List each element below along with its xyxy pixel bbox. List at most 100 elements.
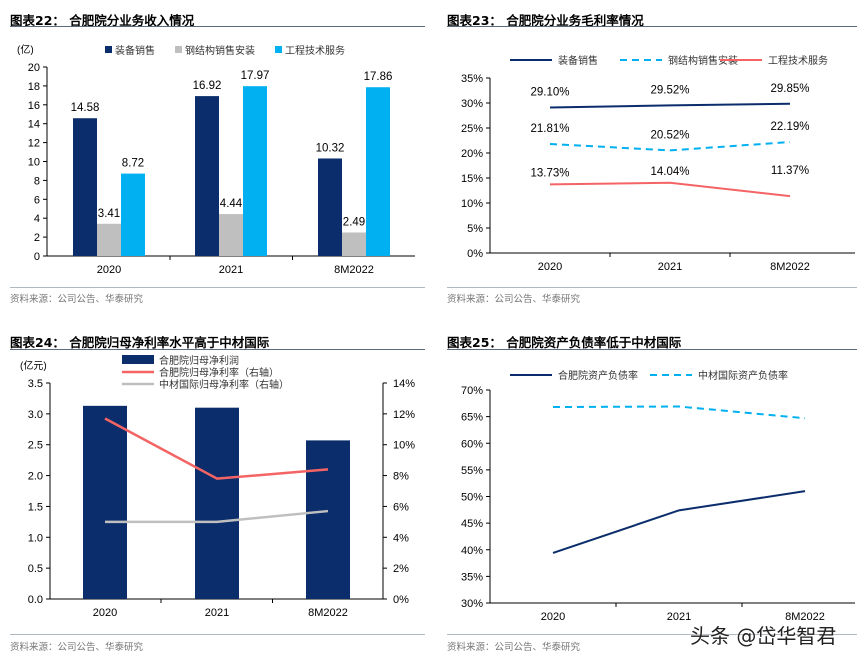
line-工程技术服务 bbox=[549, 181, 791, 198]
data-label: 13.73% bbox=[530, 167, 569, 179]
data-label: 17.97 bbox=[241, 70, 270, 82]
data-label: 29.85% bbox=[770, 83, 809, 95]
x-tick-label: 8M2022 bbox=[785, 611, 825, 623]
watermark: 头条 @岱华智君 bbox=[690, 624, 837, 648]
divider bbox=[10, 349, 425, 350]
data-label: 14.04% bbox=[650, 166, 689, 178]
y-tick-label: 12 bbox=[28, 138, 40, 150]
line-钢结构销售安装 bbox=[549, 141, 791, 152]
y-tick-label: 60% bbox=[461, 438, 483, 450]
y-tick-label: 35% bbox=[461, 571, 483, 583]
divider bbox=[10, 634, 425, 635]
data-label: 16.92 bbox=[193, 80, 222, 92]
bar-工程技术服务 bbox=[243, 86, 267, 256]
x-tick-label: 8M2022 bbox=[334, 264, 374, 276]
y-tick-label: 6 bbox=[34, 194, 40, 206]
y-tick-label: 2.5 bbox=[28, 440, 43, 452]
legend-label: 中材国际资产负债率 bbox=[698, 369, 788, 382]
bar-工程技术服务 bbox=[121, 173, 145, 256]
data-label: 29.10% bbox=[530, 87, 569, 99]
divider bbox=[10, 287, 425, 288]
data-label: 2.49 bbox=[343, 216, 365, 228]
y-tick-label: 45% bbox=[461, 518, 483, 530]
data-label: 3.41 bbox=[98, 208, 120, 220]
y-tick-label: 4 bbox=[34, 213, 40, 225]
divider bbox=[10, 26, 425, 27]
source-note: 资料来源：公司公告、华泰研究 bbox=[10, 642, 144, 653]
bar-合肥院归母净利润 bbox=[306, 440, 350, 599]
line-中材国际资产负债率 bbox=[552, 405, 806, 420]
line-合肥院归母净利率（右轴） bbox=[104, 417, 329, 480]
legend-label: 中材国际归母净利率（右轴） bbox=[159, 378, 289, 391]
legend-label: 合肥院归母净利润 bbox=[159, 354, 239, 367]
y2-tick-label: 0% bbox=[393, 594, 409, 606]
divider bbox=[447, 287, 857, 288]
legend-label: 装备销售 bbox=[558, 54, 598, 67]
y-tick-label: 10 bbox=[28, 157, 40, 169]
legend-label: 工程技术服务 bbox=[768, 54, 828, 67]
x-tick-label: 2020 bbox=[97, 264, 121, 276]
y-tick-label: 40% bbox=[461, 545, 483, 557]
y-tick-label: 2.0 bbox=[28, 471, 43, 483]
y-tick-label: 14 bbox=[28, 119, 40, 131]
y2-tick-label: 8% bbox=[393, 471, 409, 483]
y-tick-label: 0.5 bbox=[28, 563, 43, 575]
y-tick-label: 5% bbox=[467, 223, 483, 235]
y-tick-label: 3.0 bbox=[28, 409, 43, 421]
data-label: 29.52% bbox=[650, 84, 689, 96]
y-tick-label: 18 bbox=[28, 81, 40, 93]
bar-装备销售 bbox=[73, 118, 97, 257]
y-tick-label: 65% bbox=[461, 412, 483, 424]
y-tick-label: 20% bbox=[461, 148, 483, 160]
data-label: 10.32 bbox=[316, 142, 345, 154]
y-tick-label: 8 bbox=[34, 175, 40, 187]
y-tick-label: 2 bbox=[34, 232, 40, 244]
y-tick-label: 16 bbox=[28, 100, 40, 112]
divider bbox=[447, 349, 857, 350]
legend-label: 合肥院资产负债率 bbox=[558, 369, 638, 382]
legend-swatch bbox=[175, 46, 182, 53]
data-label: 21.81% bbox=[530, 123, 569, 135]
bar-装备销售 bbox=[195, 96, 219, 256]
line-合肥院资产负债率 bbox=[552, 490, 806, 554]
x-tick-label: 2020 bbox=[93, 607, 117, 619]
chart-title-24: 图表24： 合肥院归母净利率水平高于中材国际 bbox=[10, 335, 270, 350]
legend-swatch bbox=[122, 355, 154, 364]
bar-装备销售 bbox=[318, 158, 342, 256]
x-tick-label: 2021 bbox=[219, 264, 243, 276]
x-tick-label: 2021 bbox=[667, 611, 691, 623]
data-label: 8.72 bbox=[122, 158, 144, 170]
legend-label: 装备销售 bbox=[115, 44, 155, 57]
data-label: 20.52% bbox=[650, 129, 689, 141]
y-tick-label: 15% bbox=[461, 173, 483, 185]
source-note: 资料来源：公司公告、华泰研究 bbox=[447, 642, 581, 653]
bar-钢结构销售安装 bbox=[97, 223, 121, 256]
divider bbox=[447, 634, 857, 635]
y-tick-label: 0% bbox=[467, 248, 483, 260]
y-tick-label: 30% bbox=[461, 598, 483, 610]
x-tick-label: 2020 bbox=[541, 611, 565, 623]
unit-label: (亿元) bbox=[20, 359, 47, 372]
chart-title-22: 图表22： 合肥院分业务收入情况 bbox=[10, 13, 195, 28]
y2-tick-label: 14% bbox=[393, 378, 415, 390]
y2-tick-label: 2% bbox=[393, 563, 409, 575]
y2-tick-label: 4% bbox=[393, 532, 409, 544]
x-tick-label: 8M2022 bbox=[308, 607, 348, 619]
chart-title-25: 图表25： 合肥院资产负债率低于中材国际 bbox=[447, 335, 682, 350]
y-tick-label: 1.5 bbox=[28, 501, 43, 513]
chart-title-23: 图表23： 合肥院分业务毛利率情况 bbox=[447, 13, 644, 28]
unit-label: (亿) bbox=[17, 43, 34, 56]
x-tick-label: 2021 bbox=[658, 261, 682, 273]
data-label: 14.58 bbox=[71, 102, 100, 114]
y-tick-label: 10% bbox=[461, 198, 483, 210]
legend-swatch bbox=[275, 46, 282, 53]
bar-合肥院归母净利润 bbox=[83, 405, 127, 599]
line-中材国际归母净利率（右轴） bbox=[105, 509, 329, 524]
bar-工程技术服务 bbox=[366, 87, 390, 257]
legend-swatch bbox=[105, 46, 112, 53]
bar-合肥院归母净利润 bbox=[195, 407, 239, 599]
y-tick-label: 1.0 bbox=[28, 532, 43, 544]
x-tick-label: 2021 bbox=[205, 607, 229, 619]
x-tick-label: 8M2022 bbox=[770, 261, 810, 273]
